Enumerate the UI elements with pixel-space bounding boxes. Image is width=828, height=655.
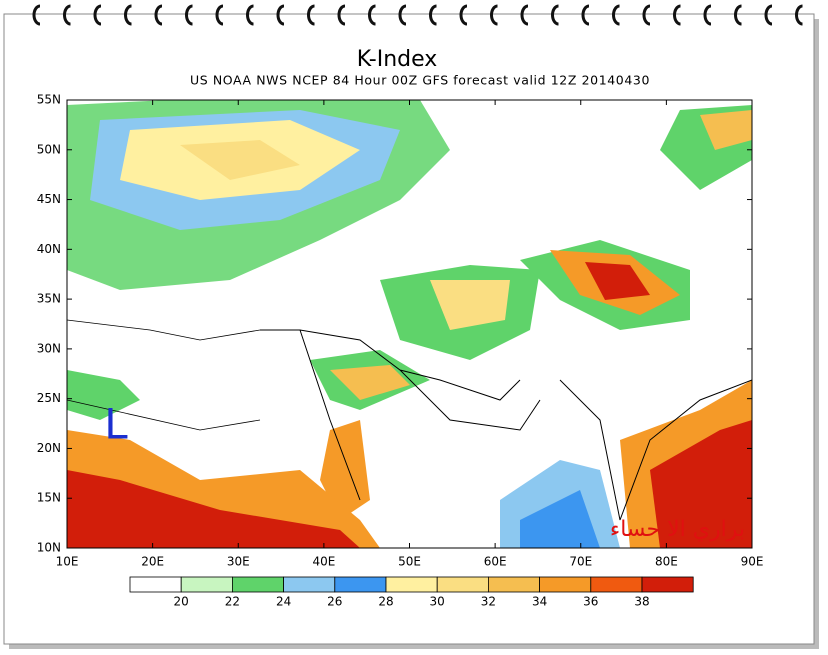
- lat-label: 50N: [37, 142, 61, 156]
- binding-ring: [185, 4, 193, 26]
- colorbar-label: 34: [532, 595, 547, 609]
- colorbar-label: 24: [276, 595, 291, 609]
- title: K-Index: [357, 47, 438, 72]
- lat-label: 40N: [37, 242, 61, 256]
- binding-ring: [734, 4, 742, 26]
- lon-label: 80E: [655, 555, 678, 569]
- binding-ring: [246, 4, 254, 26]
- lon-label: 90E: [741, 555, 764, 569]
- colorbar-label: 22: [225, 595, 240, 609]
- lon-label: 60E: [484, 555, 507, 569]
- lat-label: 25N: [37, 391, 61, 405]
- colorbar-label: 38: [634, 595, 649, 609]
- colorbar-box: [385, 576, 438, 593]
- colorbar-box: [590, 576, 643, 593]
- binding-ring: [368, 4, 376, 26]
- colorbar-label: 20: [174, 595, 189, 609]
- colorbar-box: [487, 576, 540, 593]
- binding-ring: [124, 4, 132, 26]
- binding-ring: [398, 4, 407, 26]
- colorbar-box: [539, 576, 592, 593]
- binding-ring: [581, 4, 590, 26]
- binding-ring: [459, 4, 468, 26]
- binding: [32, 4, 803, 26]
- lat-label: 35N: [37, 292, 61, 306]
- colorbar-label: 32: [481, 595, 496, 609]
- colorbar-box: [283, 576, 336, 593]
- binding-ring: [337, 4, 346, 26]
- binding-ring: [764, 4, 773, 26]
- binding-ring: [63, 4, 71, 26]
- binding-ring: [276, 4, 285, 26]
- binding-ring: [520, 4, 529, 26]
- map-field: [67, 100, 752, 548]
- lat-label: 20N: [37, 441, 61, 455]
- colorbar: 20 22 24 26 28 30 32 34 36 38: [129, 576, 694, 609]
- lat-label: 45N: [37, 192, 61, 206]
- colorbar-label: 28: [378, 595, 393, 609]
- lon-label: 40E: [312, 555, 335, 569]
- lat-label: 55N: [37, 93, 61, 107]
- colorbar-label: 30: [430, 595, 445, 609]
- lon-label: 50E: [398, 555, 421, 569]
- lon-label: 30E: [227, 555, 250, 569]
- colorbar-label: 36: [583, 595, 598, 609]
- colorbar-box: [641, 576, 694, 593]
- colorbar-box: [436, 576, 489, 593]
- binding-ring: [215, 4, 224, 26]
- lat-label: 30N: [37, 341, 61, 355]
- lat-label: 15N: [37, 491, 61, 505]
- lon-label: 20E: [141, 555, 164, 569]
- lon-label: 10E: [56, 555, 79, 569]
- binding-ring: [32, 4, 41, 26]
- binding-ring: [490, 4, 498, 26]
- binding-ring: [642, 4, 651, 26]
- colorbar-box: [334, 576, 387, 593]
- binding-ring: [93, 4, 102, 26]
- colorbar-box: [231, 576, 284, 593]
- lat-label: 10N: [37, 541, 61, 555]
- binding-ring: [307, 4, 315, 26]
- binding-ring: [795, 4, 803, 26]
- binding-ring: [154, 4, 163, 26]
- binding-ring: [551, 4, 559, 26]
- colorbar-label: 26: [327, 595, 342, 609]
- colorbar-box: [129, 576, 182, 593]
- colorbar-box: [180, 576, 233, 593]
- binding-ring: [612, 4, 620, 26]
- low-marker: L: [104, 400, 128, 449]
- binding-ring: [673, 4, 681, 26]
- binding-ring: [429, 4, 437, 26]
- subtitle: US NOAA NWS NCEP 84 Hour 00Z GFS forecas…: [190, 73, 650, 88]
- binding-ring: [703, 4, 712, 26]
- watermark: براري الا حساء: [610, 517, 745, 542]
- lon-label: 70E: [569, 555, 592, 569]
